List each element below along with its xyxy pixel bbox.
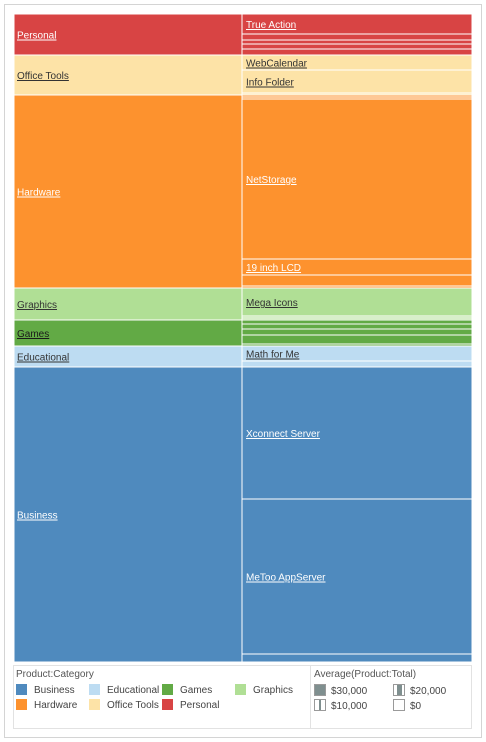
product-label[interactable]: Xconnect Server — [246, 429, 321, 440]
product-label[interactable]: Info Folder — [246, 78, 294, 89]
size-legend-label: $20,000 — [410, 686, 447, 697]
category-label[interactable]: Office Tools — [17, 71, 69, 82]
category-label[interactable]: Personal — [17, 31, 56, 42]
category-label[interactable]: Hardware — [17, 188, 61, 199]
product-cell[interactable] — [241, 33, 473, 41]
legend-label: Games — [180, 685, 213, 696]
legend-label: Hardware — [34, 700, 78, 711]
legend-swatch — [16, 699, 27, 710]
category-label[interactable]: Graphics — [17, 300, 57, 311]
size-swatch — [393, 684, 405, 696]
legend-label: Office Tools — [107, 700, 159, 711]
product-cell[interactable] — [241, 39, 473, 45]
product-label[interactable]: 19 inch LCD — [246, 263, 301, 274]
product-label[interactable]: MeToo AppServer — [246, 573, 326, 584]
product-label[interactable]: True Action — [246, 20, 296, 31]
legend-item-personal: Personal — [162, 699, 219, 713]
category-cell-office-tools[interactable] — [13, 54, 243, 96]
legend-swatch — [162, 684, 173, 695]
product-label[interactable]: NetStorage — [246, 175, 297, 186]
product-cell[interactable] — [241, 360, 473, 368]
size-swatch — [314, 684, 326, 696]
product-cell[interactable] — [241, 287, 473, 317]
product-cell[interactable] — [241, 48, 473, 56]
size-legend-label: $30,000 — [331, 686, 368, 697]
category-cell-personal[interactable] — [13, 13, 243, 56]
legend-item-games: Games — [162, 684, 212, 698]
category-label[interactable]: Business — [17, 511, 58, 522]
category-cell-business[interactable] — [13, 366, 243, 663]
legend-item-hardware: Hardware — [16, 699, 77, 713]
legend-item-business: Business — [16, 684, 75, 698]
category-cell-games[interactable] — [13, 319, 243, 347]
category-label[interactable]: Educational — [17, 353, 69, 364]
size-legend-item: $0 — [393, 699, 421, 713]
product-cell[interactable] — [241, 43, 473, 50]
category-cell-hardware[interactable] — [13, 94, 243, 289]
product-label[interactable]: Mega Icons — [246, 298, 298, 309]
size-swatch — [393, 699, 405, 711]
legend-label: Educational — [107, 685, 160, 696]
product-cell[interactable] — [241, 328, 473, 336]
product-cell[interactable] — [241, 323, 473, 330]
legend: Product:Category Business Educational Game… — [13, 665, 472, 729]
color-legend-title: Product:Category — [16, 669, 94, 680]
product-cell[interactable] — [241, 498, 473, 655]
size-legend-label: $0 — [410, 701, 422, 712]
category-label[interactable]: Games — [17, 329, 49, 340]
product-label[interactable]: Math for Me — [246, 350, 300, 361]
legend-item-educational: Educational — [89, 684, 159, 698]
legend-swatch — [89, 699, 100, 710]
product-cell[interactable] — [241, 319, 473, 325]
size-legend-item: $20,000 — [393, 684, 446, 698]
size-legend-title: Average(Product:Total) — [314, 669, 417, 680]
category-cell-graphics[interactable] — [13, 287, 243, 321]
legend-swatch — [162, 699, 173, 710]
legend-item-office-tools: Office Tools — [89, 699, 159, 713]
product-cell[interactable] — [241, 653, 473, 663]
size-legend-item: $10,000 — [314, 699, 367, 713]
legend-divider — [310, 666, 311, 728]
product-cell[interactable] — [241, 274, 473, 287]
product-cell[interactable] — [241, 98, 473, 260]
legend-label: Graphics — [253, 685, 294, 696]
legend-label: Personal — [180, 700, 220, 711]
product-cell[interactable] — [241, 366, 473, 500]
product-label[interactable]: WebCalendar — [246, 59, 308, 70]
size-swatch — [314, 699, 326, 711]
size-legend-item: $30,000 — [314, 684, 367, 698]
size-legend-label: $10,000 — [331, 701, 368, 712]
legend-swatch — [16, 684, 27, 695]
legend-item-graphics: Graphics — [235, 684, 293, 698]
product-cell[interactable] — [241, 334, 473, 345]
legend-label: Business — [34, 685, 75, 696]
legend-swatch — [235, 684, 246, 695]
legend-swatch — [89, 684, 100, 695]
